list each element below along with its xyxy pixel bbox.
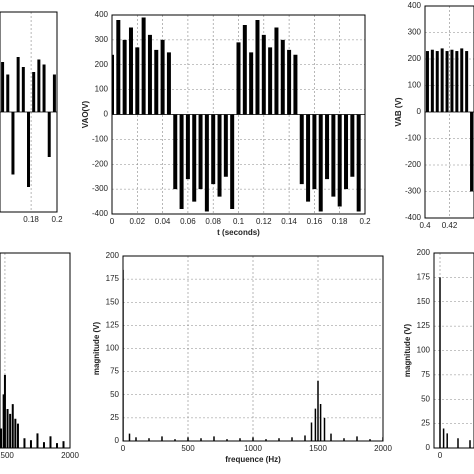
- panel: [112, 15, 365, 214]
- y-tick-label: 300: [408, 28, 422, 37]
- panel: [434, 253, 474, 448]
- panel: [0, 253, 70, 448]
- plot-frame: [424, 5, 474, 219]
- x-tick-label: 0.2: [51, 215, 63, 224]
- x-tick-label: 1500: [0, 451, 14, 460]
- x-tick-label: 0: [110, 217, 115, 226]
- x-tick-label: 0.1: [233, 217, 245, 226]
- x-tick-label: 0: [121, 444, 126, 453]
- x-tick-label: 0: [438, 451, 443, 460]
- x-tick-label: 0.16: [307, 217, 323, 226]
- y-tick-label: 0: [104, 110, 109, 119]
- y-axis-label: magnitude (V): [403, 324, 412, 378]
- y-tick-label: 50: [421, 394, 430, 403]
- y-tick-label: 75: [110, 367, 119, 376]
- x-axis-label: t (seconds): [217, 228, 260, 237]
- y-axis-label: VAB (V): [394, 97, 403, 127]
- y-tick-label: 0: [426, 443, 431, 452]
- x-tick-label: 500: [181, 444, 195, 453]
- x-tick-label: 1000: [244, 444, 262, 453]
- plot-frame: [0, 252, 71, 449]
- y-tick-label: -200: [405, 160, 422, 169]
- y-tick-label: -200: [92, 159, 109, 168]
- y-tick-label: -300: [92, 184, 109, 193]
- y-axis-label: magnitude (V): [92, 322, 101, 376]
- y-tick-label: 200: [417, 248, 431, 257]
- x-tick-label: 0.2: [359, 217, 371, 226]
- y-tick-label: 100: [106, 344, 120, 353]
- x-tick-label: 0.4: [419, 221, 431, 230]
- x-tick-label: 0.42: [442, 221, 458, 230]
- x-tick-label: 0.06: [180, 217, 196, 226]
- y-tick-label: 300: [95, 35, 109, 44]
- panel: [0, 12, 57, 212]
- y-tick-label: 150: [417, 297, 431, 306]
- y-tick-label: 100: [408, 81, 422, 90]
- x-tick-label: 0.08: [205, 217, 221, 226]
- y-tick-label: 50: [110, 390, 119, 399]
- panel: [425, 6, 474, 218]
- x-tick-label: 2000: [374, 444, 392, 453]
- y-tick-label: -100: [92, 134, 109, 143]
- plot-frame: [111, 14, 366, 215]
- x-tick-label: 0.12: [256, 217, 272, 226]
- y-tick-label: 200: [408, 54, 422, 63]
- y-tick-label: 100: [417, 346, 431, 355]
- x-tick-label: 0.02: [130, 217, 146, 226]
- y-tick-label: 200: [106, 251, 120, 260]
- y-tick-label: -400: [405, 213, 422, 222]
- y-axis-label: VAO(V): [81, 100, 90, 128]
- y-tick-label: 200: [95, 60, 109, 69]
- y-tick-label: 400: [408, 1, 422, 10]
- y-tick-label: 125: [417, 321, 431, 330]
- y-tick-label: 175: [417, 272, 431, 281]
- plot-frame: [122, 255, 384, 442]
- x-tick-label: 0.18: [332, 217, 348, 226]
- panel: [123, 256, 383, 441]
- y-tick-label: 75: [421, 370, 430, 379]
- y-tick-label: 150: [106, 297, 120, 306]
- x-axis-label: frequence (Hz): [225, 455, 281, 464]
- y-tick-label: 0: [417, 107, 422, 116]
- y-tick-label: -400: [92, 209, 109, 218]
- y-tick-label: 25: [110, 413, 119, 422]
- y-tick-label: 400: [95, 10, 109, 19]
- x-tick-label: 2000: [61, 451, 79, 460]
- y-tick-label: 175: [106, 274, 120, 283]
- plot-frame: [0, 11, 58, 213]
- y-tick-label: 25: [421, 419, 430, 428]
- x-tick-label: 0.14: [281, 217, 297, 226]
- y-tick-label: 125: [106, 320, 120, 329]
- y-tick-label: 100: [95, 85, 109, 94]
- x-tick-label: 1500: [309, 444, 327, 453]
- y-tick-label: -100: [405, 134, 422, 143]
- plot-frame: [433, 252, 474, 449]
- y-tick-label: 0: [115, 436, 120, 445]
- x-tick-label: 0.04: [155, 217, 171, 226]
- y-tick-label: -300: [405, 187, 422, 196]
- x-tick-label: 0.18: [23, 215, 39, 224]
